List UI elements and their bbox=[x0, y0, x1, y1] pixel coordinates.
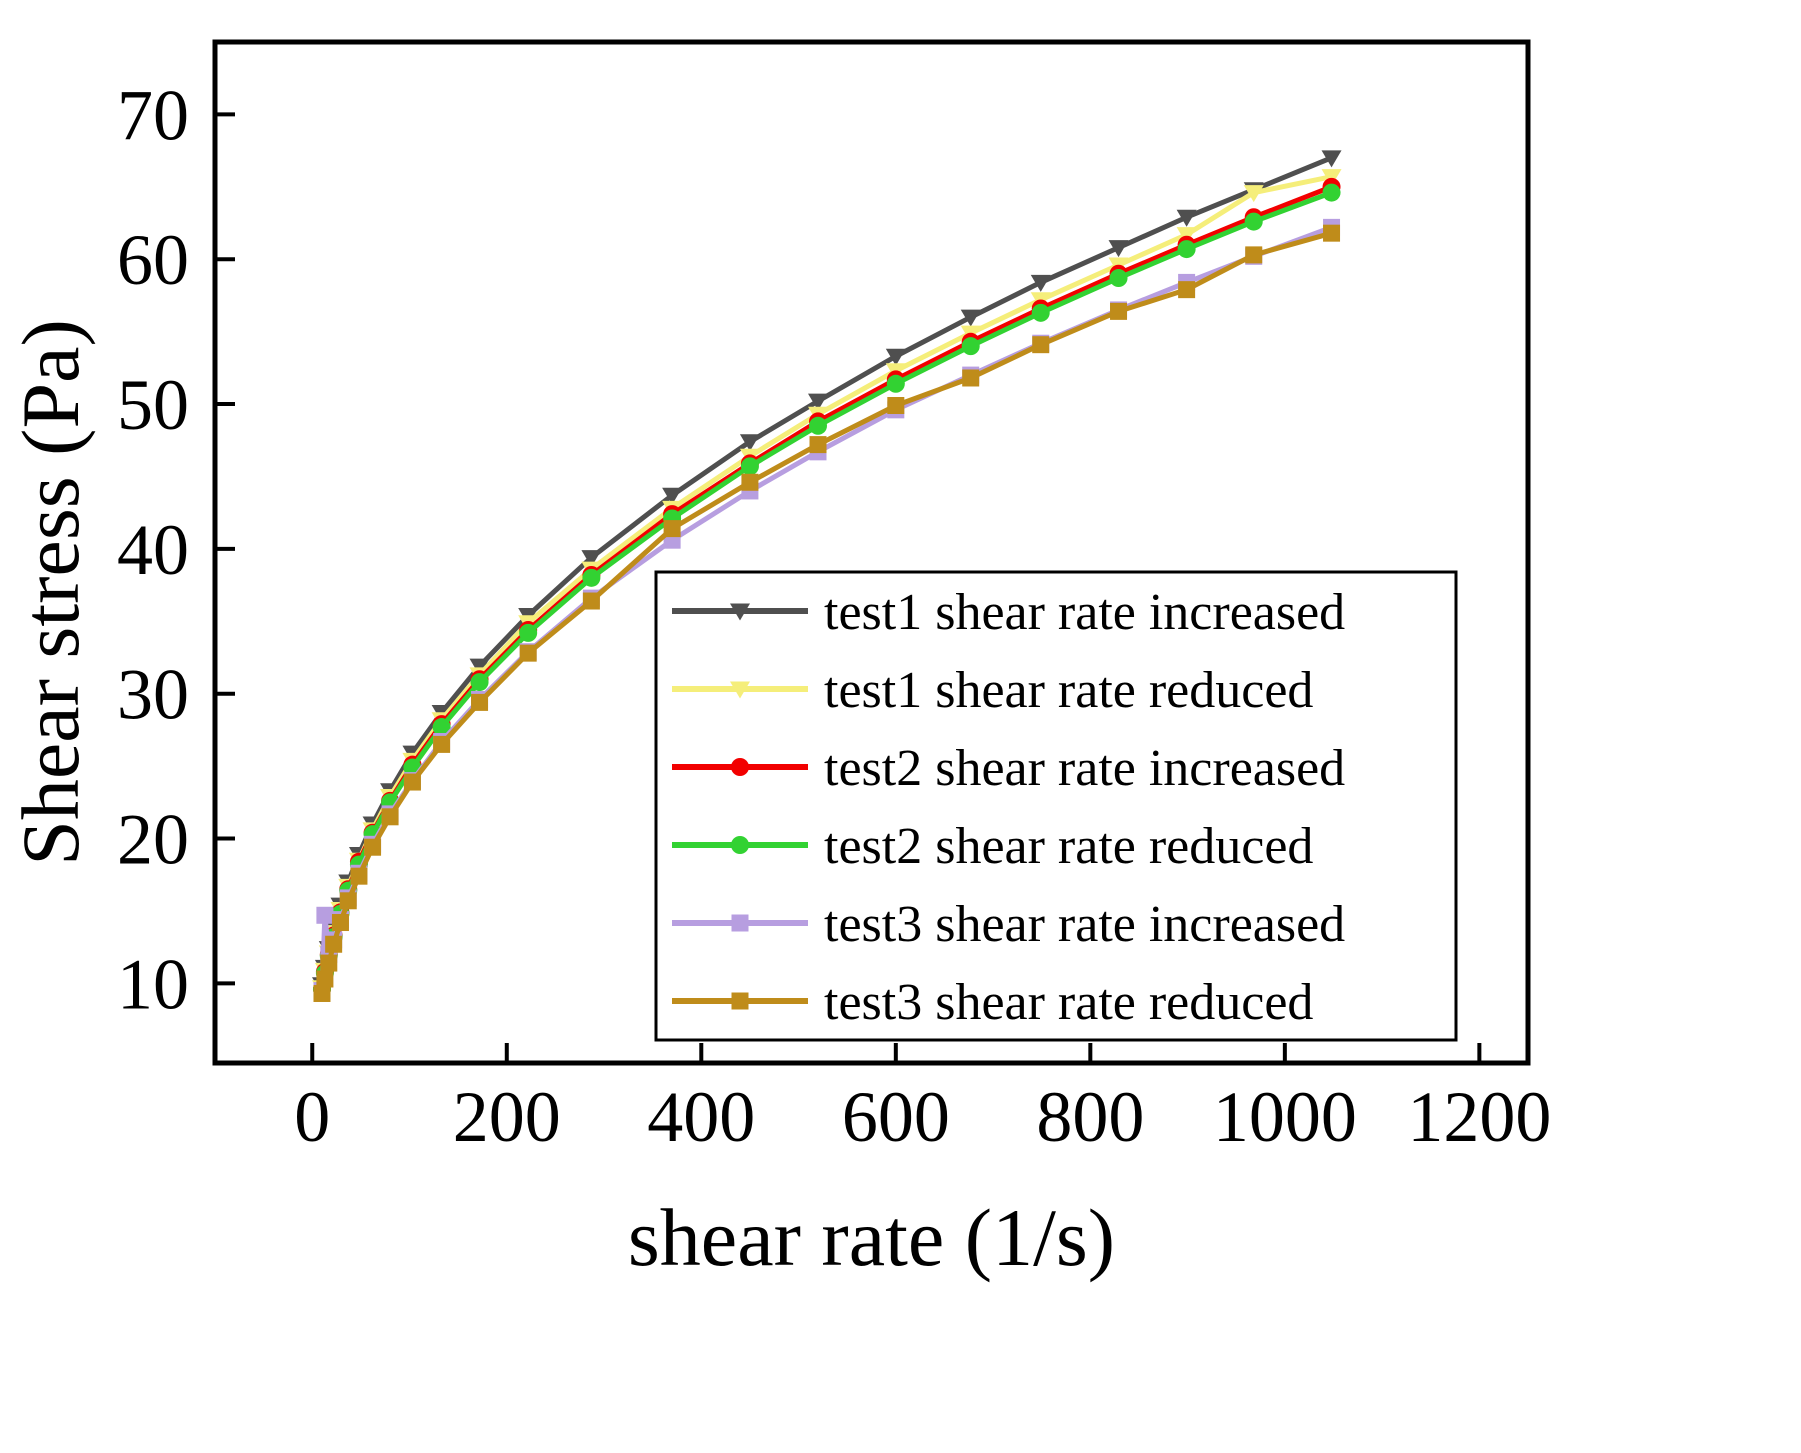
legend-label: test1 shear rate increased bbox=[824, 584, 1345, 641]
marker-triangle-down-icon bbox=[739, 434, 760, 452]
marker-circle-icon bbox=[886, 374, 905, 393]
series-test3-shear-rate-reduced bbox=[313, 224, 1341, 1002]
x-tick-label: 200 bbox=[453, 1077, 561, 1157]
marker-circle-icon bbox=[432, 718, 451, 737]
marker-square-icon bbox=[433, 735, 451, 753]
legend-label: test2 shear rate increased bbox=[824, 740, 1345, 797]
marker-square-icon bbox=[809, 436, 827, 454]
y-tick-label: 40 bbox=[117, 510, 189, 590]
marker-triangle-down-icon bbox=[1030, 274, 1051, 292]
marker-square-icon bbox=[316, 970, 334, 988]
marker-square-icon bbox=[1110, 302, 1128, 320]
marker-circle-icon bbox=[1031, 303, 1050, 322]
marker-square-icon bbox=[741, 473, 759, 491]
y-axis-title: Shear stress (Pa) bbox=[5, 319, 96, 866]
marker-square-icon bbox=[339, 892, 357, 910]
marker-triangle-down-icon bbox=[730, 603, 750, 621]
marker-square-icon bbox=[325, 935, 343, 953]
marker-square-icon bbox=[731, 914, 749, 932]
marker-circle-icon bbox=[1177, 240, 1196, 259]
marker-square-icon bbox=[663, 520, 681, 538]
marker-square-icon bbox=[519, 644, 537, 662]
marker-square-icon bbox=[350, 867, 368, 885]
marker-square-icon bbox=[1245, 246, 1263, 264]
marker-triangle-down-icon bbox=[1321, 150, 1342, 168]
y-tick-label: 70 bbox=[117, 75, 189, 155]
legend-label: test3 shear rate reduced bbox=[824, 974, 1313, 1031]
marker-circle-icon bbox=[470, 673, 489, 692]
legend-label: test3 shear rate increased bbox=[824, 896, 1345, 953]
marker-square-icon bbox=[471, 693, 489, 711]
legend-box bbox=[654, 570, 1458, 1042]
y-tick-label: 10 bbox=[117, 944, 189, 1024]
marker-circle-icon bbox=[809, 416, 828, 435]
marker-triangle-down-icon bbox=[1176, 227, 1197, 245]
marker-square-icon bbox=[1178, 281, 1196, 299]
y-tick-label: 50 bbox=[117, 365, 189, 445]
marker-triangle-down-icon bbox=[662, 487, 683, 505]
marker-triangle-down-icon bbox=[730, 681, 750, 699]
marker-triangle-down-icon bbox=[1108, 240, 1129, 258]
marker-circle-icon bbox=[740, 457, 759, 476]
marker-square-icon bbox=[403, 773, 421, 791]
marker-triangle-down-icon bbox=[885, 348, 906, 366]
marker-triangle-down-icon bbox=[469, 658, 490, 676]
marker-circle-icon bbox=[582, 568, 601, 587]
y-tick-label: 60 bbox=[117, 220, 189, 300]
marker-triangle-down-icon bbox=[960, 309, 981, 327]
marker-circle-icon bbox=[731, 758, 749, 776]
x-tick-label: 1200 bbox=[1407, 1077, 1551, 1157]
x-tick-label: 600 bbox=[842, 1077, 950, 1157]
x-tick-label: 1000 bbox=[1213, 1077, 1357, 1157]
marker-circle-icon bbox=[519, 623, 538, 642]
marker-square-icon bbox=[313, 984, 331, 1002]
plot-border bbox=[212, 39, 1531, 1066]
marker-square-icon bbox=[962, 369, 980, 387]
marker-triangle-down-icon bbox=[581, 550, 602, 568]
marker-circle-icon bbox=[1244, 212, 1263, 231]
legend: test1 shear rate increased test1 shear ra… bbox=[654, 570, 1458, 1042]
marker-triangle-down-icon bbox=[1176, 209, 1197, 227]
marker-square-icon bbox=[364, 838, 382, 856]
marker-triangle-down-icon bbox=[1243, 185, 1264, 203]
marker-square-icon bbox=[1032, 336, 1050, 354]
y-tick-label: 20 bbox=[117, 800, 189, 880]
marker-square-icon bbox=[381, 808, 399, 826]
marker-triangle-down-icon bbox=[808, 393, 829, 411]
marker-circle-icon bbox=[961, 337, 980, 356]
marker-square-icon bbox=[887, 397, 905, 415]
x-tick-label: 400 bbox=[647, 1077, 755, 1157]
x-axis-title: shear rate (1/s) bbox=[628, 1192, 1115, 1283]
marker-square-icon bbox=[320, 954, 338, 972]
marker-circle-icon bbox=[1322, 183, 1341, 202]
legend-label: test1 shear rate reduced bbox=[824, 662, 1313, 719]
y-tick-label: 30 bbox=[117, 655, 189, 735]
marker-circle-icon bbox=[731, 836, 749, 854]
legend-label: test2 shear rate reduced bbox=[824, 818, 1313, 875]
marker-square-icon bbox=[582, 592, 600, 610]
marker-square-icon bbox=[331, 914, 349, 932]
marker-square-icon bbox=[1323, 224, 1341, 242]
marker-square-icon bbox=[731, 992, 749, 1010]
x-tick-label: 0 bbox=[294, 1077, 330, 1157]
x-tick-label: 800 bbox=[1036, 1077, 1144, 1157]
marker-square-icon bbox=[316, 906, 334, 924]
marker-triangle-down-icon bbox=[1321, 169, 1342, 187]
marker-circle-icon bbox=[1109, 269, 1128, 288]
